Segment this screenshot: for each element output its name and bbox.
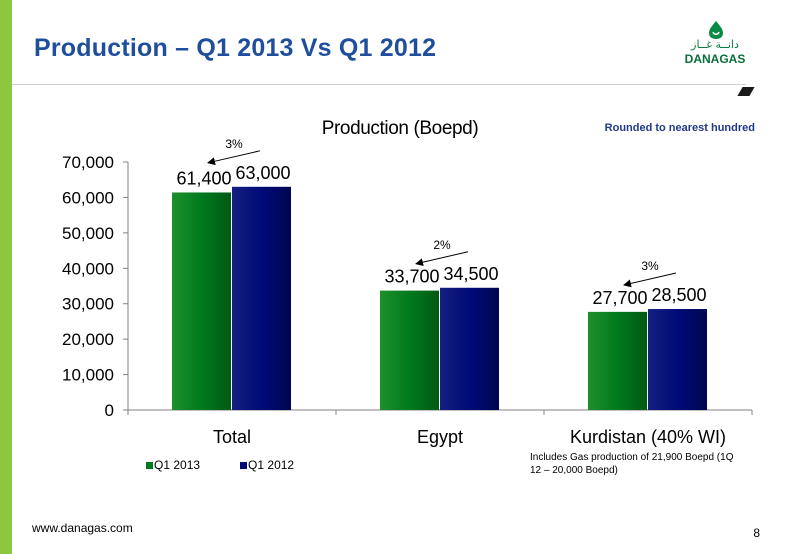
- data-label: 61,400: [176, 168, 231, 188]
- data-label: 34,500: [443, 264, 498, 284]
- bar: [648, 309, 707, 410]
- x-tick-label: Kurdistan (40% WI): [570, 427, 726, 447]
- bar: [172, 192, 231, 410]
- data-label: 63,000: [235, 163, 290, 183]
- logo-arabic-text: دانــة غــاز: [691, 38, 739, 51]
- legend-item-q1-2012: Q1 2012: [240, 458, 294, 472]
- footer-url: www.danagas.com: [32, 521, 133, 535]
- legend-label-q1-2012: Q1 2012: [248, 458, 295, 472]
- page-title: Production – Q1 2013 Vs Q1 2012: [34, 34, 437, 62]
- header-divider: [12, 84, 746, 85]
- x-tick-label: Egypt: [417, 427, 463, 447]
- data-label: 33,700: [384, 267, 439, 287]
- bar: [380, 290, 439, 410]
- y-tick-label: 70,000: [62, 153, 114, 172]
- logo-drop-icon: [709, 21, 723, 39]
- data-label: 28,500: [651, 285, 706, 305]
- change-label: 3%: [225, 137, 243, 151]
- gas-production-note: Includes Gas production of 21,900 Boepd …: [530, 452, 734, 476]
- y-tick-label: 0: [105, 401, 114, 420]
- chart-legend: Q1 2013 Q1 2012: [146, 458, 294, 472]
- rounding-note: Rounded to nearest hundred: [604, 122, 755, 134]
- page-number: 8: [753, 526, 760, 540]
- y-tick-label: 20,000: [62, 330, 114, 349]
- logo-wordmark: DANAGAS: [684, 52, 746, 66]
- change-arrow: [415, 251, 469, 267]
- legend-item-q1-2013: Q1 2013: [146, 458, 200, 472]
- change-label: 2%: [433, 238, 451, 252]
- bar: [440, 287, 499, 410]
- change-label: 3%: [641, 259, 659, 273]
- bar: [232, 186, 291, 410]
- legend-label-q1-2013: Q1 2013: [154, 458, 201, 472]
- legend-swatch-q1-2013: [146, 461, 153, 469]
- bar: [588, 311, 647, 410]
- data-label: 27,700: [592, 288, 647, 308]
- legend-swatch-q1-2012: [240, 461, 248, 469]
- y-tick-label: 30,000: [62, 295, 114, 314]
- y-tick-label: 40,000: [62, 259, 114, 278]
- company-logo: دانــة غــاز DANAGAS: [680, 20, 750, 70]
- change-arrow: [623, 272, 677, 288]
- x-tick-label: Total: [213, 427, 251, 447]
- accent-sidebar: [0, 0, 12, 554]
- y-tick-label: 10,000: [62, 366, 114, 385]
- y-tick-label: 60,000: [62, 188, 114, 207]
- chart-title: Production (Boepd): [321, 118, 479, 139]
- change-arrow: [207, 150, 261, 166]
- y-tick-label: 50,000: [62, 224, 114, 243]
